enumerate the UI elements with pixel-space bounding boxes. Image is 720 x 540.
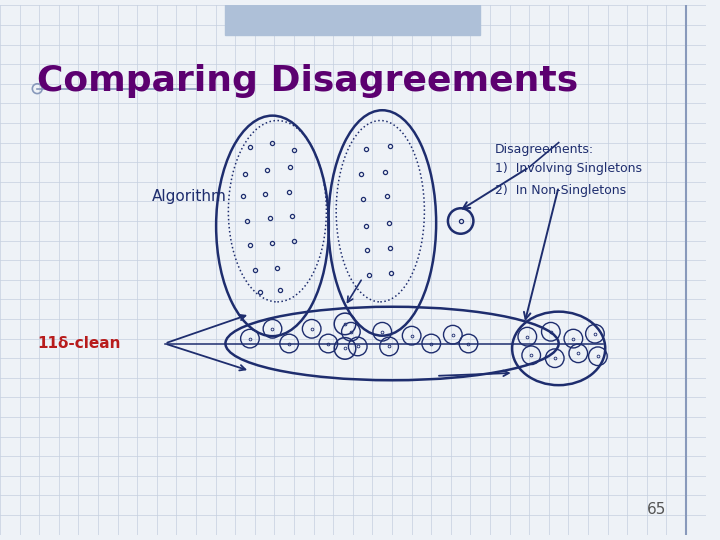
Bar	[225, 5, 480, 35]
Text: 1)  Involving Singletons: 1) Involving Singletons	[495, 162, 642, 175]
Text: 2)  In Non-Singletons: 2) In Non-Singletons	[495, 184, 626, 197]
Text: Algorithm: Algorithm	[152, 189, 227, 204]
Text: 11δ-clean: 11δ-clean	[37, 336, 121, 351]
Text: 65: 65	[647, 502, 667, 517]
Text: Disagreements:: Disagreements:	[495, 143, 594, 156]
Text: Comparing Disagreements: Comparing Disagreements	[37, 64, 578, 98]
